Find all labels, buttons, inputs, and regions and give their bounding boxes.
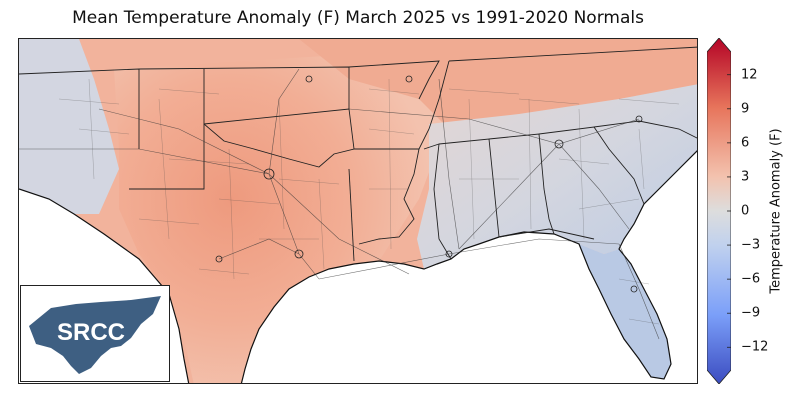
map-title: Mean Temperature Anomaly (F) March 2025 …	[72, 8, 644, 28]
southeast-neutral-zone	[417, 84, 697, 269]
road-network	[19, 68, 660, 340]
map-canvas	[19, 39, 697, 383]
colorbar-tick-label: 3	[741, 169, 750, 185]
colorbar-label: Temperature Anomaly (F)	[768, 128, 784, 294]
coastline	[19, 150, 697, 383]
colorbar-tick-label: −6	[741, 271, 761, 287]
colorbar-graphic	[707, 38, 731, 384]
colorbar-tick-label: 6	[741, 135, 750, 151]
colorbar-ticks	[727, 74, 731, 348]
colorbar	[707, 38, 731, 384]
srcc-logo: SRCC	[20, 285, 170, 382]
west-neutral-zone	[19, 39, 119, 214]
atlantic-ocean	[619, 151, 697, 383]
colorbar-tick-label: 9	[741, 101, 750, 117]
srcc-logo-text: SRCC	[57, 319, 125, 346]
county-lines	[58, 78, 680, 325]
colorbar-tick-label: −12	[741, 339, 769, 355]
srcc-logo-graphic: SRCC	[29, 296, 161, 374]
colorbar-tick-label: 0	[741, 203, 750, 219]
colorbar-body	[707, 38, 731, 384]
anomaly-map	[18, 38, 698, 384]
city-markers	[215, 75, 643, 293]
gulf-of-mexico	[241, 232, 657, 383]
warm-anomaly-core	[114, 49, 449, 383]
srcc-region-shape	[29, 296, 161, 374]
state-borders	[19, 46, 697, 262]
colorbar-tick-label: −3	[741, 237, 761, 253]
north-warm-band	[299, 39, 697, 129]
colorbar-tick-label: 12	[741, 67, 758, 83]
florida-peninsula	[579, 244, 671, 379]
colorbar-tick-label: −9	[741, 305, 761, 321]
